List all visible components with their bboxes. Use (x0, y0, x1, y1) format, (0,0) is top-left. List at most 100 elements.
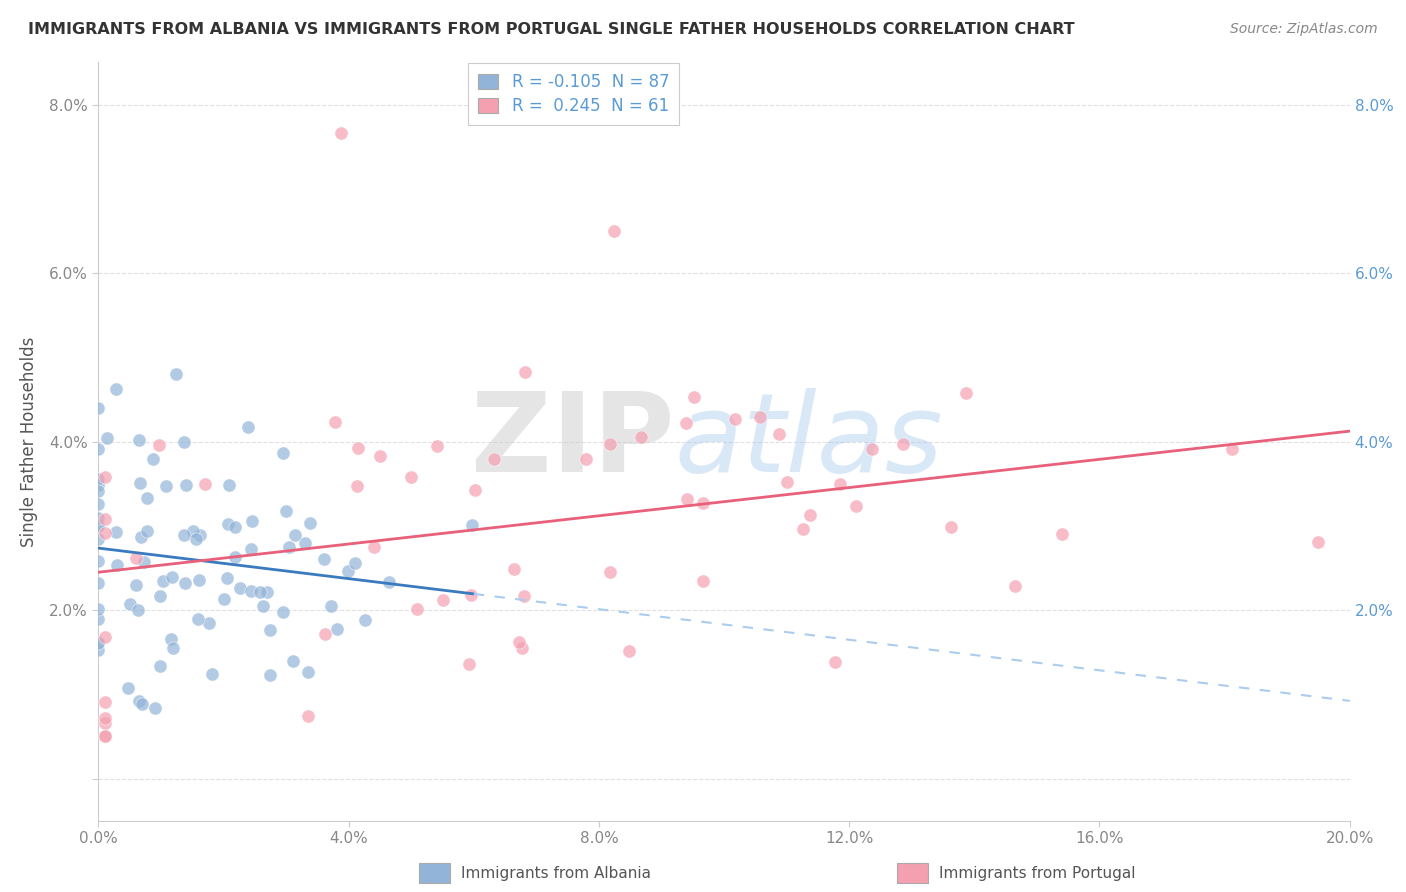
Point (87, 442, 110, 456)
Point (181, 524, 204, 538)
Text: IMMIGRANTS FROM ALBANIA VS IMMIGRANTS FROM PORTUGAL SINGLE FATHER HOUSEHOLDS COR: IMMIGRANTS FROM ALBANIA VS IMMIGRANTS FR… (28, 22, 1074, 37)
Point (513, 589, 536, 603)
Point (87, 401, 110, 416)
Point (256, 584, 278, 599)
Point (891, 437, 914, 451)
Point (87, 636, 110, 650)
Point (87, 635, 110, 649)
Point (271, 606, 294, 620)
Point (160, 632, 183, 646)
Point (87, 518, 110, 533)
Point (124, 578, 146, 592)
Point (768, 426, 790, 441)
Point (860, 442, 883, 456)
Point (1004, 579, 1026, 593)
Point (675, 416, 697, 430)
Point (148, 438, 170, 452)
Point (145, 700, 167, 714)
Point (432, 592, 454, 607)
Point (149, 589, 172, 603)
Point (218, 478, 240, 492)
Point (312, 551, 335, 566)
Point (93, 469, 115, 483)
Point (128, 693, 150, 707)
Point (217, 516, 239, 531)
Point (776, 475, 799, 490)
Point (239, 542, 262, 557)
Point (93, 512, 115, 526)
Point (238, 419, 260, 434)
Point (160, 570, 183, 584)
Point (682, 390, 704, 404)
Point (229, 581, 252, 595)
Point (87, 554, 110, 568)
Point (323, 415, 346, 429)
Point (457, 657, 479, 671)
Point (173, 527, 195, 541)
Point (165, 367, 187, 381)
Point (259, 668, 281, 682)
Point (824, 655, 846, 669)
Point (252, 599, 274, 613)
Point (128, 433, 150, 447)
Point (93, 630, 115, 644)
Point (135, 524, 157, 538)
Point (955, 386, 977, 401)
Point (676, 492, 699, 507)
Point (297, 709, 319, 723)
Point (93, 716, 115, 731)
Point (162, 640, 184, 655)
Point (294, 536, 316, 550)
Point (93, 711, 115, 725)
Point (134, 555, 156, 569)
Point (503, 561, 526, 575)
Point (321, 599, 343, 613)
Point (1308, 535, 1330, 549)
Point (799, 508, 821, 523)
Point (93, 525, 115, 540)
Point (194, 476, 217, 491)
Point (276, 504, 298, 518)
Point (939, 520, 962, 534)
Point (105, 558, 128, 572)
Point (174, 576, 197, 591)
Point (87, 532, 110, 546)
Text: Source: ZipAtlas.com: Source: ZipAtlas.com (1230, 22, 1378, 37)
Point (187, 573, 209, 587)
Point (326, 622, 349, 636)
Point (792, 522, 814, 536)
Point (1050, 527, 1073, 541)
Point (120, 597, 142, 611)
Point (117, 681, 139, 696)
Point (129, 530, 152, 544)
Point (277, 540, 299, 554)
Point (125, 550, 148, 565)
Point (87, 612, 110, 626)
Point (749, 409, 772, 424)
Point (129, 475, 152, 490)
Point (284, 528, 307, 542)
Point (87, 643, 110, 657)
Text: ZIP: ZIP (471, 388, 673, 495)
Point (240, 514, 263, 528)
Point (513, 365, 536, 379)
Point (240, 584, 263, 599)
Point (575, 452, 598, 467)
Point (104, 382, 127, 396)
Point (460, 518, 482, 533)
Point (87, 483, 110, 498)
Point (297, 665, 319, 679)
Point (87, 497, 110, 511)
Point (283, 654, 305, 668)
Point (329, 126, 352, 140)
Point (314, 627, 336, 641)
Point (152, 574, 174, 588)
Point (87, 519, 110, 533)
Point (508, 634, 530, 648)
Point (224, 549, 246, 564)
Point (845, 499, 868, 513)
Point (93, 695, 115, 709)
Point (136, 491, 159, 505)
Point (510, 641, 533, 656)
Point (104, 524, 127, 539)
